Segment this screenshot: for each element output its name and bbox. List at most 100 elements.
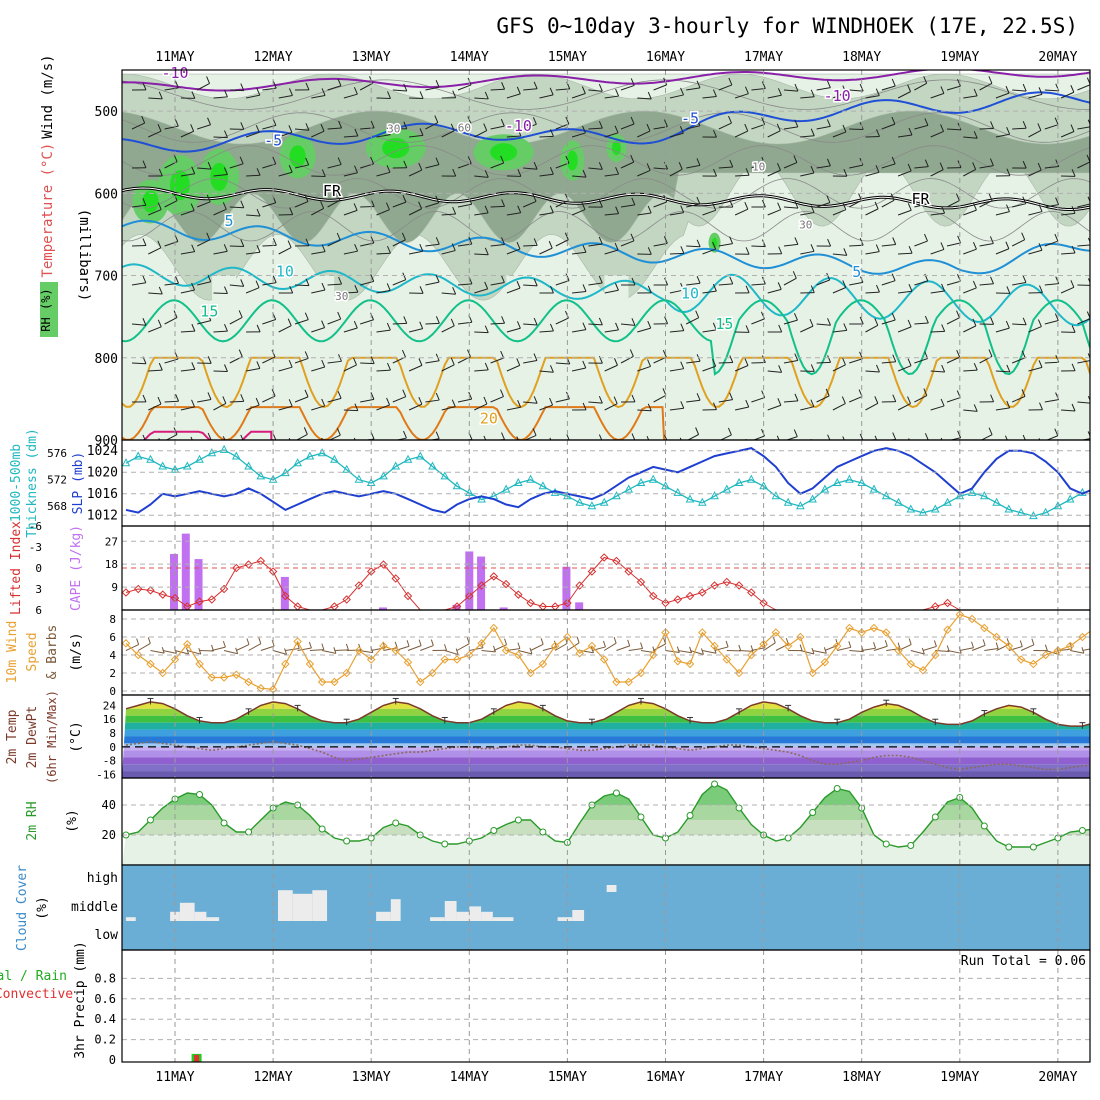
wind-barb [979, 242, 994, 247]
wind-barb-10m-flag [246, 638, 250, 645]
wind-barb [898, 290, 913, 294]
wind-barb-flag [549, 205, 554, 213]
wind-barb [408, 208, 422, 216]
rh-2m-marker [514, 816, 522, 824]
wind-barb-flag [1039, 285, 1043, 293]
wind-barb-flag [240, 434, 244, 440]
wind-barb [604, 173, 619, 177]
cloud-middle-block [430, 917, 445, 921]
wind-barb [555, 362, 570, 365]
wind-barb [572, 251, 587, 255]
wind-barb [930, 405, 945, 411]
cloud-middle-block [444, 901, 457, 921]
wind-barb-flag [695, 427, 700, 435]
wind-barb [474, 253, 489, 256]
cross_section-layer [122, 70, 1090, 450]
wind-barb-flag [532, 117, 537, 125]
wind-barb-flag [158, 168, 163, 177]
wind-barb-flag [598, 162, 603, 170]
wind-barb [637, 365, 651, 372]
wind-speed-marker [1091, 624, 1098, 631]
wind-barb-flag [257, 443, 260, 450]
wind-barb-flag [419, 91, 424, 99]
lifted-index-marker [661, 598, 670, 608]
wind-barb-flag [222, 396, 227, 404]
wind-barb-flag [745, 285, 750, 294]
wind-barb [734, 365, 749, 372]
wind-barb [409, 134, 424, 138]
wind-barb-flag [891, 156, 896, 165]
wind-barb [767, 94, 782, 99]
wind-barb-flag [727, 427, 732, 436]
wind-barb-flag [582, 284, 587, 292]
wind-barb-10m-flag [147, 637, 151, 644]
thickness-marker [832, 477, 842, 486]
wind-barb [946, 317, 960, 325]
wind-barb [588, 282, 603, 286]
wind-barb [783, 89, 798, 92]
wind-barb-10m-flag [700, 648, 704, 655]
wind-barb [197, 320, 211, 325]
wind-barb-flag [1005, 320, 1010, 329]
wind-speed-marker [207, 673, 217, 682]
wind-barb [327, 397, 342, 403]
wind-barb-10m-flag [540, 638, 544, 645]
wind-speed-marker [403, 657, 413, 667]
wind-barb-10m [714, 646, 729, 651]
top-day-label: 19MAY [940, 50, 979, 65]
wind-barb [164, 241, 179, 247]
lifted-index-marker [195, 597, 204, 606]
cloud-high-block [606, 885, 617, 892]
wind-barb-flag [941, 324, 946, 332]
wind-barb [392, 239, 406, 247]
wind-barb [979, 200, 993, 208]
contour-label: -10 [824, 87, 851, 105]
wind-barb [343, 409, 358, 412]
wind-barb-flag [843, 169, 848, 177]
wind-barb-10m [665, 650, 680, 654]
thickness-marker [513, 477, 523, 486]
wind-barb [490, 281, 505, 286]
wind-barb-flag [955, 193, 960, 201]
wind-barb [197, 398, 212, 403]
wind-barb-flag [386, 283, 391, 291]
wind-barb-flag [614, 125, 619, 134]
rh-2m-marker [490, 827, 498, 834]
wind-barb-flag [533, 162, 538, 170]
lifted-index-marker [403, 591, 413, 601]
rh-2m-marker [392, 819, 400, 827]
wind-barb-flag [1022, 434, 1026, 440]
wind-barb [686, 360, 701, 364]
wind-barb-flag [729, 355, 734, 363]
wind-barb-flag [794, 312, 798, 321]
wind-barb-flag [401, 232, 406, 241]
wind-barb-flag [615, 206, 620, 214]
wind-barb [523, 167, 538, 170]
wind-barb-flag [1022, 317, 1027, 326]
wind-barb [457, 203, 472, 208]
wind-barb [442, 447, 456, 449]
wind-barb [506, 93, 521, 99]
wind-barb-flag [256, 87, 261, 96]
wind-barb [246, 174, 261, 177]
wind-barb-flag [827, 238, 832, 247]
thickness-marker [587, 501, 597, 510]
wind-barb [800, 250, 815, 255]
wind-barb-flag [207, 117, 212, 125]
wind-barb-flag [680, 282, 685, 291]
wind-barb [1044, 89, 1059, 92]
wind-barb-flag [158, 286, 163, 295]
wind-barb [1044, 204, 1059, 208]
wind-barb [555, 162, 570, 169]
wind-speed-marker [452, 655, 462, 664]
wind-barb-flag [517, 128, 522, 137]
wind-barb [800, 172, 815, 177]
wind-barb [1077, 203, 1090, 208]
wind-barb-flag [321, 359, 326, 368]
temp-band [122, 750, 1090, 758]
wind-barb-flag [908, 127, 913, 136]
wind-barb-flag [989, 158, 994, 166]
thickness-marker [685, 494, 695, 503]
wind-barb-flag [255, 397, 260, 406]
wind-barb [816, 165, 831, 169]
